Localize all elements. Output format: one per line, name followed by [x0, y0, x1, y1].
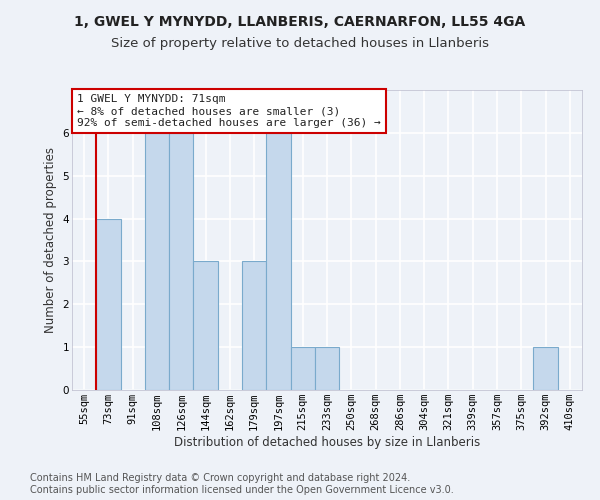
Text: Size of property relative to detached houses in Llanberis: Size of property relative to detached ho…	[111, 38, 489, 51]
Bar	[96, 218, 121, 390]
Y-axis label: Number of detached properties: Number of detached properties	[44, 147, 57, 333]
Bar	[193, 262, 218, 390]
Bar	[315, 347, 339, 390]
Text: Contains HM Land Registry data © Crown copyright and database right 2024.
Contai: Contains HM Land Registry data © Crown c…	[30, 474, 454, 495]
Text: 1, GWEL Y MYNYDD, LLANBERIS, CAERNARFON, LL55 4GA: 1, GWEL Y MYNYDD, LLANBERIS, CAERNARFON,…	[74, 15, 526, 29]
Bar	[169, 133, 193, 390]
Bar	[266, 133, 290, 390]
Bar	[242, 262, 266, 390]
Bar	[145, 133, 169, 390]
X-axis label: Distribution of detached houses by size in Llanberis: Distribution of detached houses by size …	[174, 436, 480, 449]
Text: 1 GWEL Y MYNYDD: 71sqm
← 8% of detached houses are smaller (3)
92% of semi-detac: 1 GWEL Y MYNYDD: 71sqm ← 8% of detached …	[77, 94, 381, 128]
Bar	[290, 347, 315, 390]
Bar	[533, 347, 558, 390]
